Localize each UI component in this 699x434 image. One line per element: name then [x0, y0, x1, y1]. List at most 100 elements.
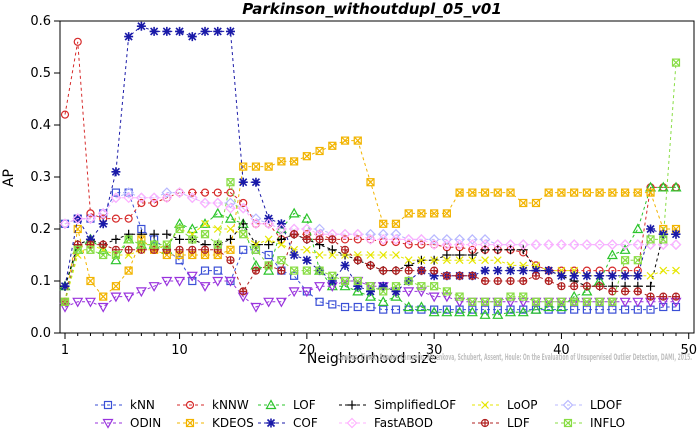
point-marker — [659, 266, 668, 275]
point-marker — [239, 230, 248, 239]
point-marker — [430, 305, 439, 314]
point-marker — [608, 188, 617, 197]
legend-label: FastABOD — [374, 416, 433, 430]
point-marker — [149, 26, 159, 36]
point-marker — [557, 188, 566, 197]
point-marker — [530, 239, 542, 250]
point-marker — [646, 235, 655, 244]
point-marker — [150, 240, 159, 249]
point-marker — [340, 235, 350, 244]
point-marker — [111, 214, 121, 223]
point-marker — [328, 271, 337, 280]
point-marker — [111, 251, 120, 259]
point-marker — [506, 266, 516, 276]
point-marker — [276, 223, 287, 235]
x-tick-label: 1 — [61, 343, 69, 358]
point-marker — [505, 239, 516, 250]
point-marker — [367, 261, 374, 269]
legend-label: SimplifiedLOF — [374, 398, 456, 412]
point-marker — [530, 303, 542, 314]
point-marker — [377, 296, 389, 306]
point-marker — [493, 297, 502, 306]
point-marker — [543, 239, 555, 250]
point-marker — [366, 178, 375, 187]
point-marker — [594, 239, 605, 250]
point-marker — [479, 239, 491, 250]
point-marker — [290, 266, 299, 275]
point-marker — [506, 188, 515, 197]
point-marker — [504, 306, 517, 317]
point-marker — [150, 198, 159, 208]
point-marker — [428, 234, 440, 245]
point-marker — [250, 218, 262, 230]
point-marker — [563, 418, 573, 428]
point-marker — [239, 198, 248, 208]
point-marker — [595, 271, 605, 281]
point-marker — [136, 229, 146, 239]
point-marker — [468, 297, 477, 306]
legend-item-LOF: LOF — [258, 398, 316, 412]
point-marker — [570, 188, 579, 197]
point-marker — [493, 188, 502, 197]
point-marker — [632, 239, 644, 250]
point-marker — [353, 136, 362, 145]
point-marker — [149, 229, 159, 239]
point-marker — [441, 306, 453, 317]
point-marker — [390, 290, 402, 301]
point-marker — [265, 399, 277, 410]
legend-label: kNN — [130, 398, 155, 412]
point-marker — [61, 297, 69, 306]
point-marker — [504, 297, 517, 308]
point-marker — [659, 302, 668, 312]
point-marker — [175, 26, 185, 36]
point-marker — [340, 260, 350, 270]
point-marker — [86, 277, 95, 285]
point-marker — [621, 287, 629, 295]
point-marker — [428, 292, 440, 303]
point-marker — [124, 266, 133, 275]
point-marker — [176, 246, 184, 254]
point-marker — [481, 188, 489, 197]
point-marker — [671, 58, 681, 67]
point-marker — [621, 256, 630, 265]
point-marker — [212, 276, 224, 287]
legend-label: LOF — [293, 398, 316, 412]
legend-item-INFLO: INFLO — [555, 416, 625, 430]
point-marker — [647, 293, 655, 301]
point-marker — [84, 297, 96, 308]
point-marker — [188, 235, 197, 244]
point-marker — [354, 256, 362, 264]
point-marker — [353, 136, 362, 145]
point-marker — [276, 234, 286, 244]
legend-label: COF — [293, 416, 318, 430]
point-marker — [188, 235, 197, 244]
point-marker — [569, 271, 579, 281]
point-marker — [403, 234, 415, 245]
point-marker — [174, 218, 186, 228]
point-marker — [506, 292, 515, 301]
y-tick-label: 0.4 — [30, 118, 51, 133]
point-marker — [328, 300, 337, 309]
point-marker — [506, 188, 515, 197]
point-marker — [288, 207, 300, 218]
point-marker — [657, 181, 669, 192]
point-marker — [85, 213, 96, 224]
credit-text: Campos, Zimek, Sander, Campello, Micenko… — [337, 353, 692, 363]
point-marker — [224, 212, 237, 223]
point-marker — [507, 277, 515, 285]
point-marker — [607, 271, 617, 281]
series-LDF — [60, 230, 681, 306]
point-marker — [97, 302, 109, 313]
point-marker — [302, 152, 311, 161]
point-marker — [302, 152, 311, 161]
point-marker — [186, 271, 198, 282]
point-marker — [185, 418, 195, 428]
point-marker — [466, 234, 478, 245]
point-marker — [328, 141, 337, 150]
point-marker — [518, 266, 528, 276]
point-marker — [557, 188, 566, 197]
point-marker — [264, 162, 273, 171]
point-marker — [417, 282, 426, 291]
point-marker — [225, 202, 236, 214]
point-marker — [74, 241, 82, 249]
